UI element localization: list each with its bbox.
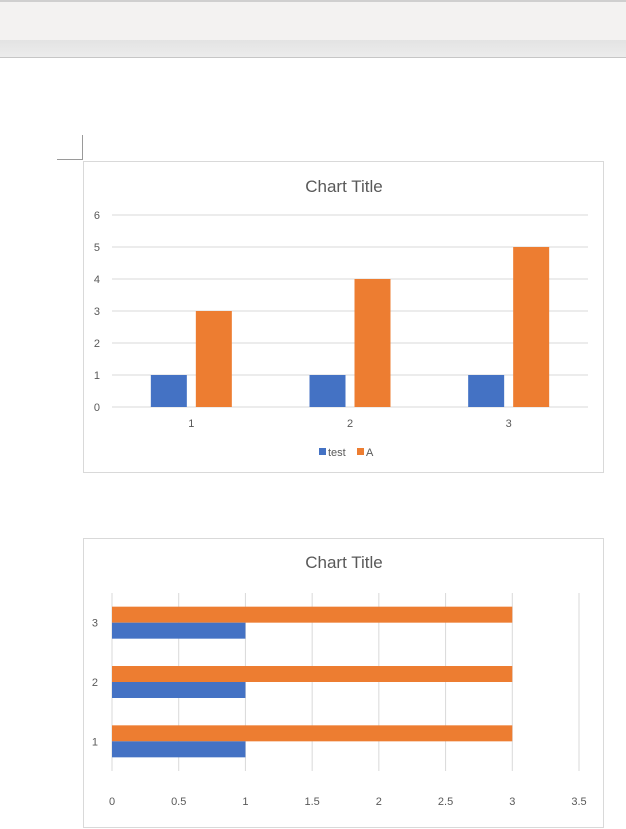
x-tick-label: 3	[506, 418, 512, 430]
margin-corner-mark	[82, 135, 83, 160]
x-tick-label: 2	[347, 418, 353, 430]
margin-corner-mark-horizontal	[57, 159, 83, 160]
y-tick-label: 2	[94, 338, 100, 350]
y-tick-label: 2	[92, 677, 98, 689]
bar-series1	[112, 606, 513, 623]
bar-A	[354, 279, 391, 407]
ribbon-bar	[0, 0, 626, 40]
column-chart-svg: Chart Title 0 1 2 3 4 5 6 1 2 3 test A	[94, 177, 588, 459]
y-tick-label: 1	[94, 370, 100, 382]
x-tick-label: 1.5	[304, 796, 319, 808]
bar-test	[150, 375, 187, 407]
bar-test	[309, 375, 346, 407]
ribbon-divider	[0, 40, 626, 58]
y-tick-label: 3	[94, 306, 100, 318]
chart-title: Chart Title	[305, 177, 382, 196]
x-tick-label: 0	[109, 796, 115, 808]
bar-A	[195, 311, 232, 407]
bar-series0	[112, 682, 246, 698]
legend-swatch	[319, 448, 326, 455]
legend-label: test	[328, 447, 346, 459]
bar-series0	[112, 741, 246, 758]
bar-series1	[112, 725, 513, 742]
y-tick-label: 1	[92, 736, 98, 748]
y-tick-label: 0	[94, 402, 100, 414]
x-tick-label: 0.5	[171, 796, 186, 808]
bar-series1	[112, 666, 513, 682]
bar-chart[interactable]: Chart Title 0 0.5 1 1.5 2 2.5 3 3.5 1 2 3	[83, 538, 604, 828]
legend-label: A	[366, 447, 374, 459]
bar-A	[513, 247, 550, 407]
x-tick-label: 3	[509, 796, 515, 808]
column-chart[interactable]: Chart Title 0 1 2 3 4 5 6 1 2 3 test A	[83, 161, 604, 473]
bar-chart-svg: Chart Title 0 0.5 1 1.5 2 2.5 3 3.5 1 2 3	[92, 553, 587, 808]
legend-swatch	[357, 448, 364, 455]
y-tick-label: 5	[94, 242, 100, 254]
x-tick-label: 2	[376, 796, 382, 808]
x-tick-label: 1	[188, 418, 194, 430]
bar-series0	[112, 622, 246, 639]
y-tick-label: 4	[94, 274, 100, 286]
bar-test	[468, 375, 505, 407]
y-tick-label: 6	[94, 210, 100, 222]
x-tick-label: 3.5	[571, 796, 586, 808]
chart-title: Chart Title	[305, 553, 382, 572]
x-tick-label: 2.5	[438, 796, 453, 808]
x-tick-label: 1	[242, 796, 248, 808]
y-tick-label: 3	[92, 618, 98, 630]
